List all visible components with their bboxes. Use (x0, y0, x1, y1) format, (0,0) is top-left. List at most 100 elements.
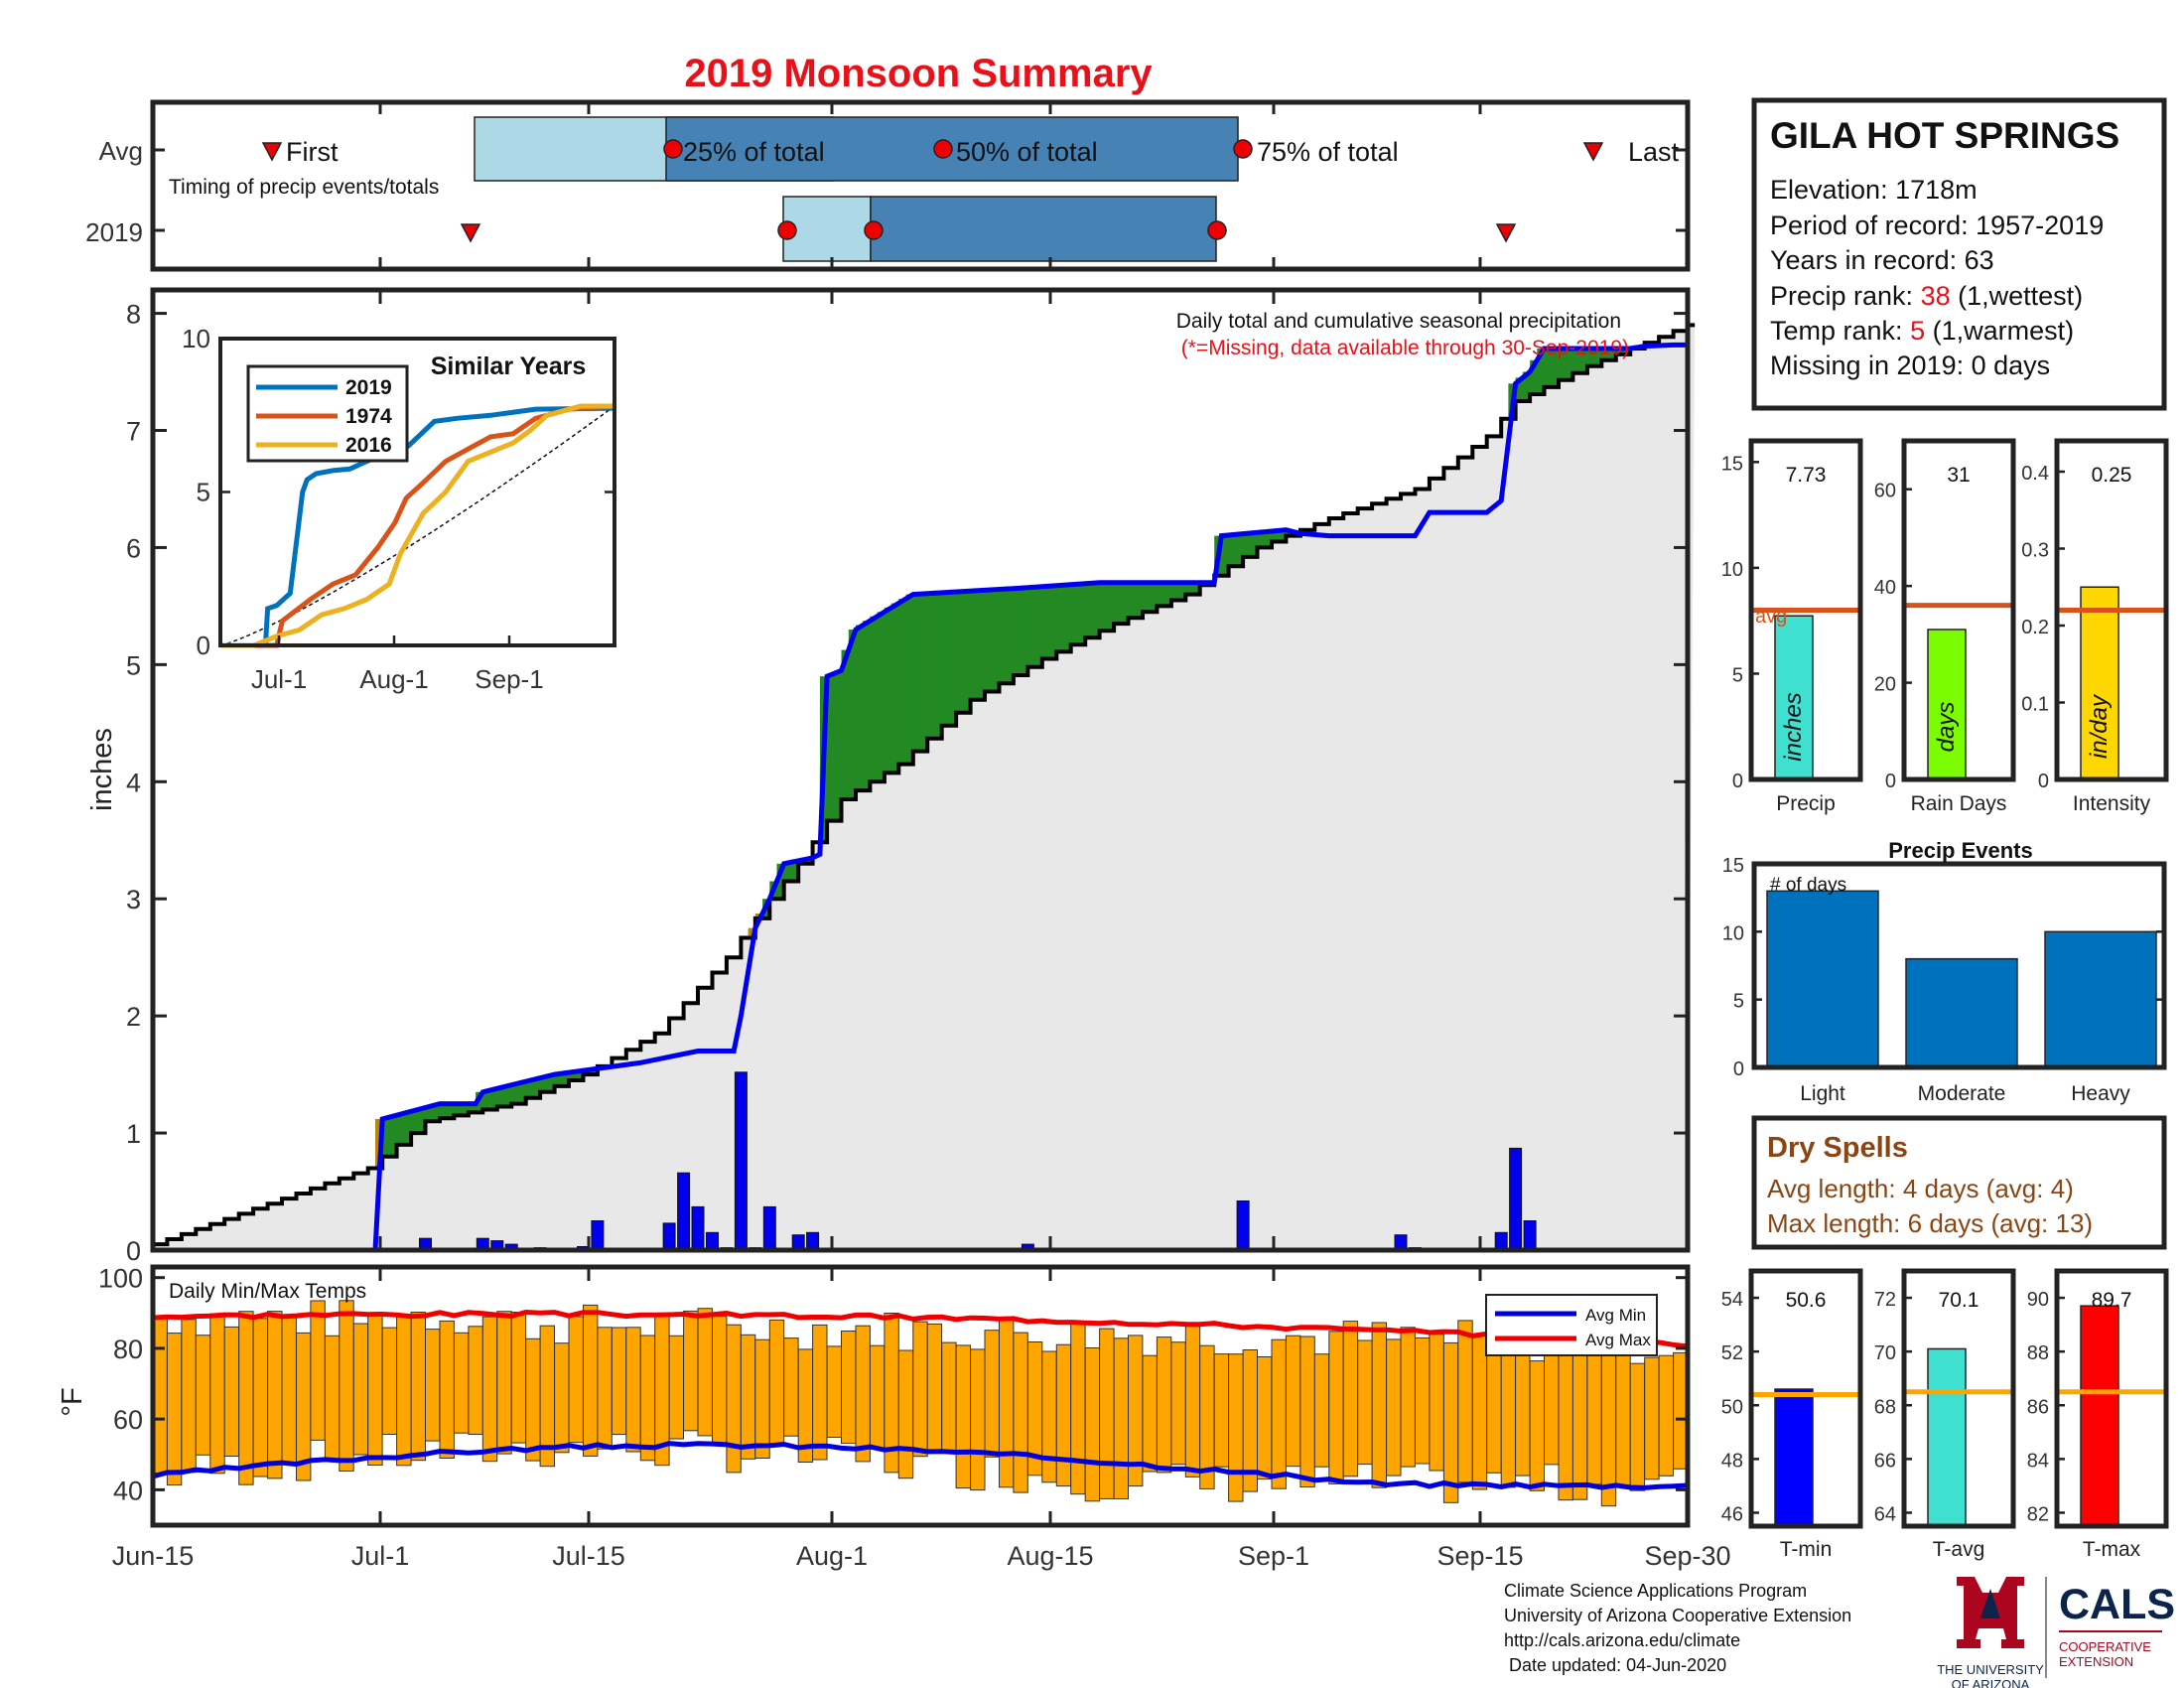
footer-line-1: Climate Science Applications Program (1504, 1581, 1807, 1601)
daily-temp-bar (296, 1332, 312, 1481)
daily-temp-bar (324, 1335, 341, 1463)
temp-axis-ticks: 40 60 80 100 (98, 1264, 1690, 1525)
inset-x-tick-label: Jul-1 (251, 664, 307, 694)
cumulative-2019-line (153, 342, 1688, 1253)
above-average-fill-slice (540, 1076, 548, 1092)
cals-coop-2: EXTENSION (2059, 1654, 2133, 1669)
above-average-fill-slice (425, 1106, 434, 1122)
above-average-fill-slice (1243, 533, 1251, 557)
temp-summary-tick-label: 70 (1874, 1342, 1896, 1364)
above-average-fill-slice (970, 591, 979, 700)
avg-first-marker (261, 142, 283, 162)
daily-temp-bar (611, 1327, 627, 1436)
daily-temp-bar (568, 1316, 584, 1444)
temp-plot-frame (150, 1264, 1691, 1528)
avg-p75-marker (1233, 139, 1253, 159)
temp-y-tick-label: 80 (113, 1335, 143, 1364)
avg-label: avg (1755, 606, 1787, 628)
daily-temp-bar (1041, 1350, 1057, 1483)
daily-temp-bar (668, 1335, 684, 1440)
precip-rank-suffix: (1,wettest) (1951, 281, 2084, 311)
daily-temp-bar (468, 1326, 483, 1436)
above-average-fill-slice (841, 659, 850, 799)
cals-wordmark: CALS (2059, 1581, 2175, 1628)
temp-summary-tick-label: 52 (1721, 1342, 1743, 1364)
above-average-fill-slice (1056, 585, 1065, 652)
daily-temp-bar (1357, 1339, 1373, 1466)
above-average-fill-slice (525, 1080, 534, 1098)
above-average-fill-slice (948, 592, 957, 726)
daily-temp-bar (726, 1324, 742, 1474)
footer-credits: Climate Science Applications Program Uni… (1504, 1581, 1851, 1675)
above-average-fill-slice (1049, 586, 1057, 659)
year-timing-dark-box (870, 196, 1217, 262)
above-average-fill-slice (1163, 582, 1172, 607)
above-average-fill-slice (1586, 349, 1595, 366)
dry-spells-avg: Avg length: 4 days (avg: 4) (1767, 1174, 2074, 1203)
avg-last-marker (1582, 142, 1604, 162)
event-category-label: Light (1800, 1082, 1845, 1105)
inset-y-tick-label: 0 (197, 631, 210, 660)
temp-summary-tick-label: 66 (1874, 1450, 1896, 1472)
daily-temp-bar (525, 1337, 541, 1462)
above-average-fill-slice (1027, 587, 1036, 667)
temp-summary-panels: 50.6 T-min 46 48 50 52 54 70.1 T-avg 64 66 68 70 72 89… (1721, 1268, 2169, 1561)
daily-temp-bar (1142, 1354, 1158, 1473)
above-average-fill-slice (482, 1090, 491, 1110)
above-average-fill-slice (590, 1068, 599, 1075)
footer-line-4: Date updated: 04-Jun-2020 (1504, 1655, 1726, 1675)
temp-summary-tick-label: 72 (1874, 1289, 1896, 1311)
avg-max-line (152, 1309, 1689, 1349)
above-average-fill-slice (856, 627, 864, 791)
dry-spells-title: Dry Spells (1767, 1132, 1908, 1164)
daily-temp-bar (841, 1331, 857, 1445)
event-category-label: Moderate (1918, 1082, 2006, 1105)
temp-summary-value-1: 70.1 (1939, 1289, 1979, 1312)
daily-temp-bar (1500, 1340, 1517, 1488)
above-average-fill-slice (1135, 582, 1144, 619)
summary-frame-1 (1901, 438, 2016, 782)
precip-rank-prefix: Precip rank: (1770, 281, 1921, 311)
daily-precip-bar (677, 1172, 691, 1251)
daily-temp-bar (310, 1300, 326, 1441)
above-average-fill-slice (1551, 349, 1560, 387)
daily-temp-bar (510, 1312, 527, 1444)
summary-tick-label: 0.2 (2021, 617, 2049, 638)
above-average-fill-slice (863, 623, 871, 791)
above-average-fill-slice (1272, 530, 1280, 542)
above-average-fill-slice (1601, 349, 1610, 360)
above-average-fill-slice (418, 1108, 427, 1134)
daily-temp-bar (768, 1319, 785, 1446)
daily-temp-bar (1285, 1335, 1301, 1468)
daily-temp-bar (267, 1311, 283, 1479)
daily-temp-bar (812, 1324, 828, 1461)
inset-series-1974 (220, 403, 615, 648)
above-average-fill-slice (905, 596, 914, 765)
above-average-fill-slice (532, 1078, 541, 1098)
daily-temp-bar (1055, 1343, 1072, 1487)
above-average-fill-slice (1235, 534, 1244, 567)
avg-p50-marker (933, 139, 953, 159)
main-y-tick-label: 6 (126, 533, 141, 563)
avg-max-legend-label: Avg Max (1585, 1331, 1651, 1349)
summary-tick-label: 10 (1721, 559, 1743, 581)
temp-title: Daily Min/Max Temps (169, 1280, 366, 1303)
above-average-fill-slice (985, 590, 993, 692)
daily-temp-bar (367, 1313, 383, 1466)
summary-tick-label: 0 (1732, 771, 1743, 792)
daily-temp-bar (252, 1318, 269, 1477)
daily-temp-bar (869, 1344, 886, 1450)
daily-temp-bar (1371, 1322, 1387, 1488)
above-average-fill-slice (561, 1072, 570, 1086)
above-average-fill-slice (1608, 349, 1617, 360)
above-average-fill-slice (396, 1114, 405, 1145)
above-average-fill-slice (762, 906, 770, 918)
x-tick-label: Jun-15 (112, 1541, 195, 1571)
dry-spells-frame (1751, 1115, 2167, 1250)
daily-temp-bar (1400, 1327, 1416, 1468)
above-average-fill-slice (1157, 582, 1165, 607)
above-average-fill-slice (454, 1103, 463, 1116)
daily-temp-bar (238, 1311, 254, 1485)
daily-temp-bar (1600, 1350, 1617, 1507)
x-tick-label: Sep-30 (1644, 1541, 1730, 1571)
